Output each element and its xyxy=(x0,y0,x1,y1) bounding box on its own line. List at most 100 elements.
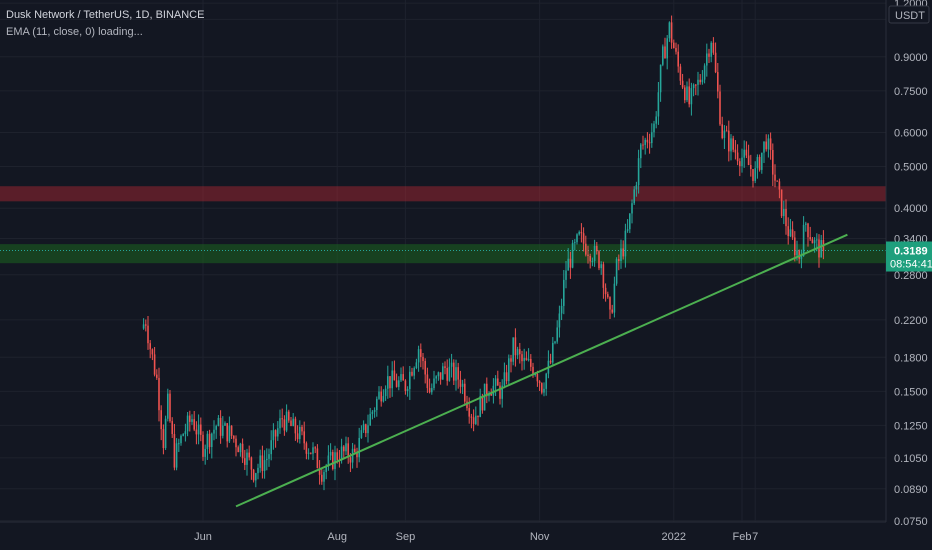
candle-body xyxy=(270,440,272,455)
candle-body xyxy=(633,189,635,204)
candle-body xyxy=(241,443,244,459)
candle-body xyxy=(655,116,657,124)
candle-body xyxy=(433,378,435,389)
candle-body xyxy=(233,435,235,439)
candle-body xyxy=(695,84,697,86)
candle-body xyxy=(431,388,433,393)
current-price-text: 0.3189 xyxy=(894,246,928,258)
candle-body xyxy=(809,237,811,240)
candle-body xyxy=(358,437,360,458)
candle-body xyxy=(611,309,613,313)
candle-body xyxy=(598,251,600,269)
candle-body xyxy=(811,239,814,244)
candle-body xyxy=(794,237,796,256)
candle-body xyxy=(314,447,316,449)
candle-body xyxy=(382,396,385,402)
currency-label-text: USDT xyxy=(895,10,925,22)
candle-body xyxy=(389,376,391,389)
candle-body xyxy=(164,418,167,449)
candle-body xyxy=(563,279,565,306)
candle-body xyxy=(712,42,715,53)
time-tick-label: Aug xyxy=(327,531,347,543)
candle-body xyxy=(428,388,431,393)
candle-body xyxy=(503,372,506,386)
price-axis[interactable]: 0.0750 0.0890 0.1050 0.1250 0.1500 0.1800 0.22… xyxy=(885,0,928,528)
candle-body xyxy=(622,248,624,257)
candle-body xyxy=(651,132,653,144)
candle-body xyxy=(778,181,781,190)
candle-body xyxy=(387,376,389,389)
candle-body xyxy=(692,84,695,89)
candle-body xyxy=(637,158,640,186)
candle-body xyxy=(345,443,347,452)
candle-body xyxy=(246,452,248,465)
candle-body xyxy=(347,443,349,458)
candle-body xyxy=(668,22,671,39)
candle-body xyxy=(186,415,189,432)
candle-body xyxy=(789,229,792,237)
candle-body xyxy=(488,393,490,397)
candle-body xyxy=(497,378,499,386)
candle-body xyxy=(142,324,145,329)
candle-body xyxy=(538,381,541,384)
candle-body xyxy=(411,371,413,376)
candle-body xyxy=(413,368,415,376)
candle-body xyxy=(791,229,794,238)
candle-body xyxy=(477,415,479,418)
candle-body xyxy=(567,258,569,271)
candle-body xyxy=(483,383,486,411)
candle-body xyxy=(197,424,200,435)
candle-body xyxy=(435,376,437,379)
candle-body xyxy=(274,430,277,437)
candle-body xyxy=(785,208,787,227)
candle-body xyxy=(294,418,297,434)
candle-body xyxy=(745,149,748,156)
trendline-layer xyxy=(235,233,848,508)
candle-body xyxy=(455,367,457,381)
symbol-title[interactable]: Dusk Network / TetherUS, 1D, BINANCE xyxy=(6,9,205,21)
price-tick-label: 0.1500 xyxy=(894,386,928,398)
candle-body xyxy=(327,455,330,467)
candle-body xyxy=(395,380,398,387)
candle-body xyxy=(754,168,756,181)
candle-body xyxy=(202,434,204,457)
candle-body xyxy=(730,138,732,152)
candle-body xyxy=(336,452,338,461)
candle-body xyxy=(688,86,690,105)
resistance-zone xyxy=(0,186,886,202)
candle-body xyxy=(466,401,468,409)
price-tick-label: 1.2000 xyxy=(894,0,928,10)
candle-body xyxy=(494,378,497,386)
candle-body xyxy=(437,372,440,377)
candle-body xyxy=(787,226,789,237)
candle-body xyxy=(620,248,622,262)
candle-body xyxy=(723,130,726,138)
candle-body xyxy=(193,419,195,430)
candle-body xyxy=(453,362,455,381)
candle-body xyxy=(442,366,444,380)
candle-body xyxy=(541,383,543,393)
candle-body xyxy=(767,138,770,150)
candle-body xyxy=(206,433,209,449)
time-tick-label: Jun xyxy=(194,531,212,543)
candle-body xyxy=(226,423,228,442)
candle-body xyxy=(783,208,785,217)
candle-body xyxy=(323,472,325,482)
candle-body xyxy=(307,452,310,454)
candle-body xyxy=(774,174,776,181)
candle-body xyxy=(371,411,374,414)
candle-body xyxy=(631,203,633,214)
candle-body xyxy=(675,48,677,52)
time-axis[interactable]: Jun Aug Sep Nov 2022 Feb 7 xyxy=(0,521,886,543)
candle-body xyxy=(380,391,382,402)
indicator-legend[interactable]: EMA (11, close, 0) loading... xyxy=(6,26,143,38)
candle-body xyxy=(316,448,319,469)
candle-body xyxy=(820,240,822,258)
candle-body xyxy=(219,417,222,436)
price-tick-label: 0.2800 xyxy=(894,270,928,282)
candle-body xyxy=(510,358,512,362)
candle-body xyxy=(769,138,772,150)
candle-body xyxy=(602,264,605,288)
candle-body xyxy=(560,305,563,314)
